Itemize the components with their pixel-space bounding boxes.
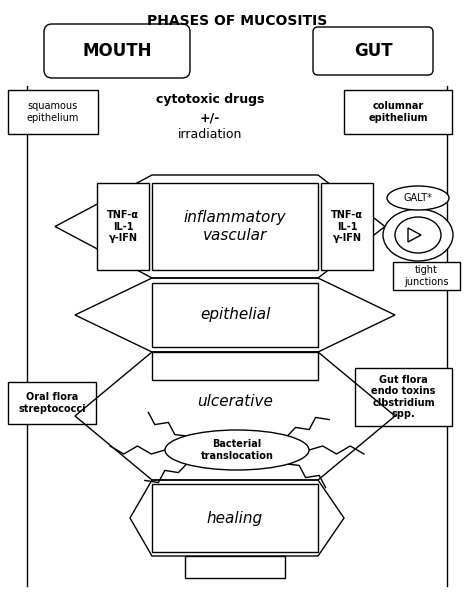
FancyBboxPatch shape bbox=[355, 368, 452, 426]
Polygon shape bbox=[130, 480, 344, 556]
Text: MOUTH: MOUTH bbox=[82, 42, 152, 60]
Text: columnar
epithelium: columnar epithelium bbox=[368, 101, 428, 123]
Text: Oral flora
streptococci: Oral flora streptococci bbox=[18, 392, 86, 414]
FancyBboxPatch shape bbox=[152, 183, 318, 270]
Text: cytotoxic drugs: cytotoxic drugs bbox=[156, 94, 264, 107]
Text: epithelial: epithelial bbox=[200, 308, 270, 322]
FancyBboxPatch shape bbox=[8, 382, 96, 424]
Polygon shape bbox=[55, 175, 385, 278]
FancyBboxPatch shape bbox=[152, 484, 318, 552]
Text: Bacterial
translocation: Bacterial translocation bbox=[201, 439, 273, 461]
FancyBboxPatch shape bbox=[344, 90, 452, 134]
Text: ulcerative: ulcerative bbox=[197, 395, 273, 409]
Text: Gut flora
endo toxins
clbstridium
spp.: Gut flora endo toxins clbstridium spp. bbox=[371, 375, 436, 420]
Text: +/-: +/- bbox=[200, 111, 220, 125]
FancyBboxPatch shape bbox=[185, 556, 285, 578]
Text: PHASES OF MUCOSITIS: PHASES OF MUCOSITIS bbox=[147, 14, 327, 28]
Text: squamous
epithelium: squamous epithelium bbox=[27, 101, 79, 123]
Text: TNF-α
IL-1
γ-IFN: TNF-α IL-1 γ-IFN bbox=[331, 210, 363, 243]
Polygon shape bbox=[75, 278, 395, 352]
FancyBboxPatch shape bbox=[321, 183, 373, 270]
Polygon shape bbox=[75, 352, 395, 480]
FancyBboxPatch shape bbox=[152, 283, 318, 347]
Ellipse shape bbox=[383, 209, 453, 261]
Text: tight
junctions: tight junctions bbox=[404, 265, 449, 287]
Text: irradiation: irradiation bbox=[178, 129, 242, 141]
FancyBboxPatch shape bbox=[8, 90, 98, 134]
Ellipse shape bbox=[165, 430, 309, 470]
FancyBboxPatch shape bbox=[97, 183, 149, 270]
Ellipse shape bbox=[387, 186, 449, 210]
Text: GALT*: GALT* bbox=[403, 193, 432, 203]
Text: TNF-α
IL-1
γ-IFN: TNF-α IL-1 γ-IFN bbox=[107, 210, 139, 243]
Text: GUT: GUT bbox=[354, 42, 392, 60]
FancyBboxPatch shape bbox=[393, 262, 460, 290]
Text: healing: healing bbox=[207, 511, 263, 526]
Text: inflammatory
vascular: inflammatory vascular bbox=[184, 210, 286, 243]
FancyBboxPatch shape bbox=[152, 352, 318, 380]
